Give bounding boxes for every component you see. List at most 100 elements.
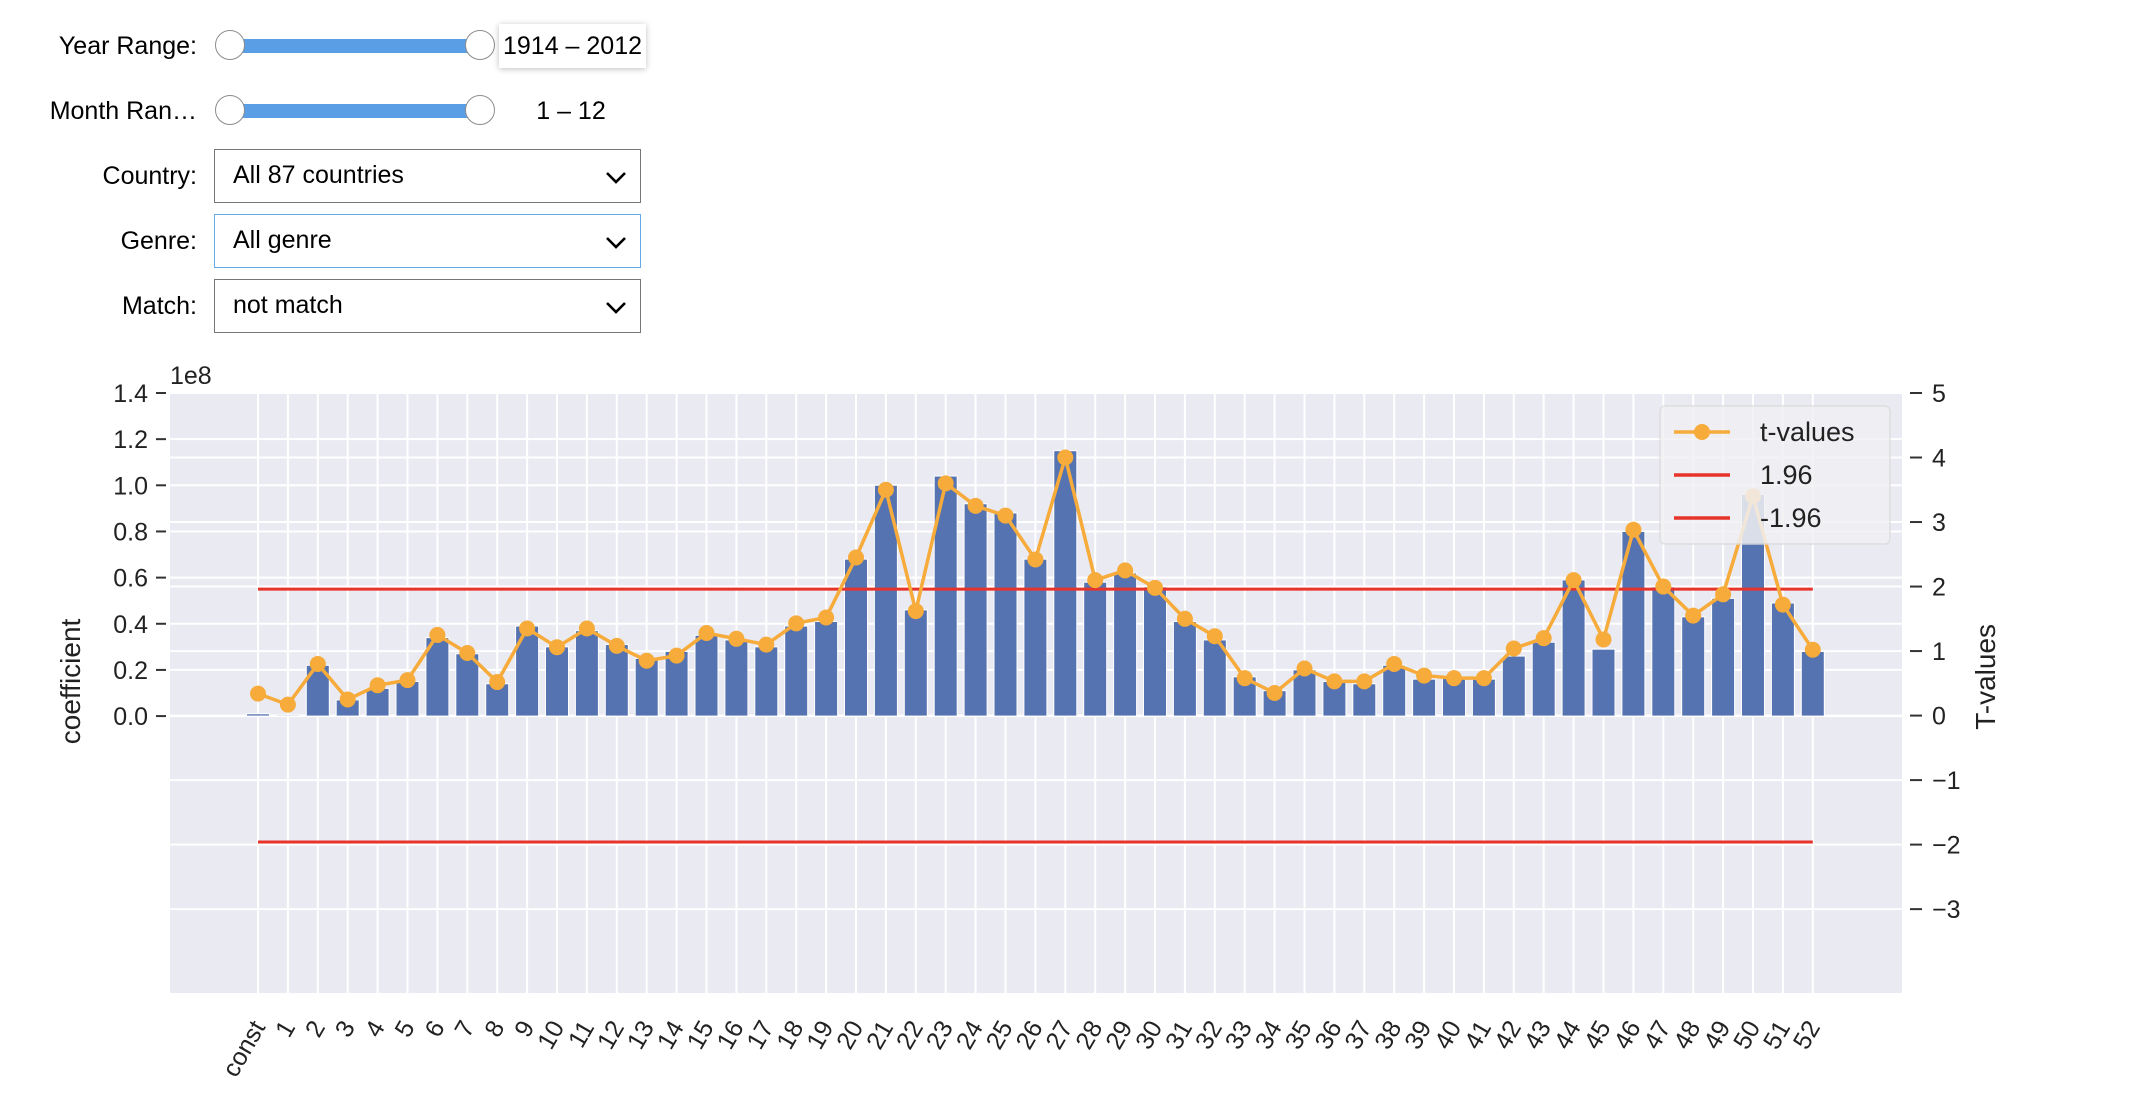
genre-row: Genre: All genre: [0, 213, 660, 269]
t-value-point: [818, 609, 835, 626]
t-value-point: [399, 672, 416, 689]
t-value-point: [578, 620, 595, 637]
t-value-point: [250, 685, 266, 702]
year-range-slider[interactable]: [215, 30, 495, 60]
year-range-end-handle[interactable]: [465, 30, 495, 60]
month-range-label: Month Ran…: [49, 97, 197, 125]
y2-tick-label: −3: [1932, 896, 1961, 924]
bar: [1083, 581, 1108, 717]
t-value-point: [1326, 673, 1343, 690]
chevron-down-icon: [606, 237, 626, 249]
genre-select-value: All genre: [233, 226, 332, 254]
match-select[interactable]: not match: [214, 279, 641, 333]
t-value-point: [459, 645, 476, 661]
y-tick-label: 0.8: [113, 518, 148, 546]
month-range-end-handle[interactable]: [465, 95, 495, 125]
t-value-point: [1595, 631, 1612, 648]
bar: [694, 634, 719, 717]
t-value-point: [967, 497, 984, 514]
x-tick-label: 5: [389, 1016, 420, 1042]
y-tick-label: 1.2: [113, 426, 148, 454]
bar: [1531, 641, 1556, 717]
y2-tick-label: 1: [1932, 638, 1946, 666]
t-value-point: [279, 696, 296, 713]
bar: [1023, 558, 1048, 717]
t-value-point: [877, 481, 894, 498]
bar: [724, 639, 749, 717]
bar: [784, 625, 809, 717]
match-select-value: not match: [233, 291, 343, 319]
y2-axis-label: T-values: [1970, 624, 2001, 730]
t-value-point: [608, 637, 625, 654]
legend-label: -1.96: [1760, 503, 1822, 533]
y2-tick-label: 0: [1932, 703, 1946, 731]
bar: [754, 646, 779, 717]
year-range-readout[interactable]: 1914 – 2012: [499, 24, 646, 68]
t-value-point: [1176, 610, 1193, 627]
t-value-point: [1386, 655, 1403, 672]
t-value-point: [1356, 673, 1373, 690]
x-tick-label: 52: [1788, 1016, 1826, 1054]
y2-tick-label: 4: [1932, 445, 1946, 473]
t-value-point: [1117, 562, 1134, 579]
y2-tick-label: 5: [1932, 380, 1946, 408]
year-range-start-handle[interactable]: [215, 30, 245, 60]
x-tick-label: 6: [419, 1016, 450, 1042]
t-value-point: [1655, 578, 1672, 595]
bar: [1113, 572, 1138, 717]
legend-label: 1.96: [1760, 460, 1813, 490]
x-tick-label: 1: [270, 1016, 301, 1042]
t-value-point: [309, 655, 326, 672]
bar: [1412, 678, 1437, 717]
t-value-point: [1535, 630, 1552, 647]
t-value-point: [1625, 521, 1642, 538]
t-value-point: [638, 652, 655, 669]
x-tick-label: 7: [449, 1016, 480, 1042]
year-range-row: Year Range: 1914 – 2012: [0, 18, 660, 74]
bar: [1681, 616, 1706, 717]
t-value-point: [429, 626, 446, 643]
bar: [1711, 597, 1736, 717]
y-axis-label: coefficient: [55, 618, 86, 744]
country-select-value: All 87 countries: [233, 161, 404, 189]
y-tick-label: 1.4: [113, 380, 148, 408]
bar: [604, 644, 629, 717]
t-value-point: [519, 620, 536, 637]
country-select[interactable]: All 87 countries: [214, 149, 641, 203]
bar: [1382, 664, 1407, 717]
month-range-row: Month Ran… 1 – 12: [0, 83, 660, 139]
x-tick-label: 8: [479, 1016, 510, 1042]
match-row: Match: not match: [0, 278, 660, 334]
month-range-start-handle[interactable]: [215, 95, 245, 125]
year-range-fill: [230, 39, 480, 53]
t-value-point: [1416, 667, 1433, 684]
bar: [1172, 620, 1197, 717]
bar: [246, 713, 270, 717]
t-value-point: [1505, 640, 1522, 657]
t-value-point: [1804, 641, 1821, 658]
t-value-point: [937, 475, 954, 492]
t-value-point: [339, 691, 356, 708]
bar: [545, 646, 569, 717]
chevron-down-icon: [606, 302, 626, 314]
t-value-point: [1057, 449, 1074, 466]
t-value-point: [1774, 596, 1791, 613]
country-row: Country: All 87 countries: [0, 148, 660, 204]
genre-select[interactable]: All genre: [214, 214, 641, 268]
bar: [993, 512, 1018, 717]
x-tick-label: 2: [300, 1016, 331, 1042]
bar: [814, 620, 839, 717]
t-value-point: [369, 677, 386, 694]
t-value-point: [1715, 586, 1732, 603]
t-value-point: [1266, 685, 1283, 701]
y-offset-text: 1e8: [170, 362, 212, 390]
bar: [1651, 586, 1676, 717]
t-value-point: [489, 674, 506, 691]
y-tick-label: 1.0: [113, 472, 148, 500]
coefficient-tvalue-chart: 0.00.20.40.60.81.01.21.41e8coefficient54…: [55, 362, 2001, 1082]
bar: [1501, 655, 1526, 717]
t-value-point: [997, 507, 1014, 524]
genre-label: Genre:: [120, 227, 197, 255]
t-value-point: [1147, 579, 1163, 596]
month-range-slider[interactable]: [215, 95, 495, 125]
